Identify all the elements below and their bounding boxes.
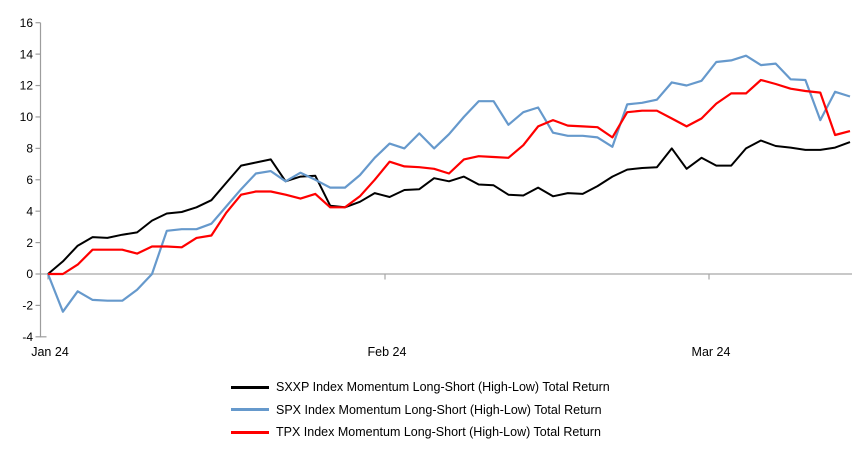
x-axis-tick-label: Jan 24 xyxy=(31,345,69,359)
legend-swatch-spx xyxy=(231,408,269,412)
y-axis-tick-label: 16 xyxy=(20,16,34,30)
y-axis-tick-label: 10 xyxy=(20,110,34,124)
y-axis-tick-label: 4 xyxy=(26,204,33,218)
y-axis-tick-label: -4 xyxy=(22,330,33,344)
legend-swatch-tpx xyxy=(231,430,269,434)
legend-label-spx: SPX Index Momentum Long-Short (High-Low)… xyxy=(276,402,602,417)
y-axis-tick-label: 2 xyxy=(26,236,33,250)
series-line-spx xyxy=(46,54,851,313)
series-line-sxxp xyxy=(47,139,851,275)
y-axis-tick-label: 12 xyxy=(20,79,34,93)
x-axis-tick-label: Mar 24 xyxy=(692,345,731,359)
legend-item-spx: SPX Index Momentum Long-Short (High-Low)… xyxy=(231,399,610,422)
chart-legend: SXXP Index Momentum Long-Short (High-Low… xyxy=(231,376,610,444)
series-line-tpx xyxy=(48,78,851,276)
y-axis-tick-label: 0 xyxy=(26,267,33,281)
legend-label-tpx: TPX Index Momentum Long-Short (High-Low)… xyxy=(276,425,601,440)
legend-swatch-sxxp xyxy=(231,385,269,389)
y-axis-tick-label: 8 xyxy=(26,142,33,156)
legend-item-sxxp: SXXP Index Momentum Long-Short (High-Low… xyxy=(231,376,610,399)
y-axis-tick-label: -2 xyxy=(22,299,33,313)
y-axis-tick-label: 6 xyxy=(26,173,33,187)
legend-item-tpx: TPX Index Momentum Long-Short (High-Low)… xyxy=(231,421,610,444)
y-axis-tick-label: 14 xyxy=(20,47,34,61)
legend-label-sxxp: SXXP Index Momentum Long-Short (High-Low… xyxy=(276,380,610,395)
x-axis-tick-label: Feb 24 xyxy=(368,345,407,359)
